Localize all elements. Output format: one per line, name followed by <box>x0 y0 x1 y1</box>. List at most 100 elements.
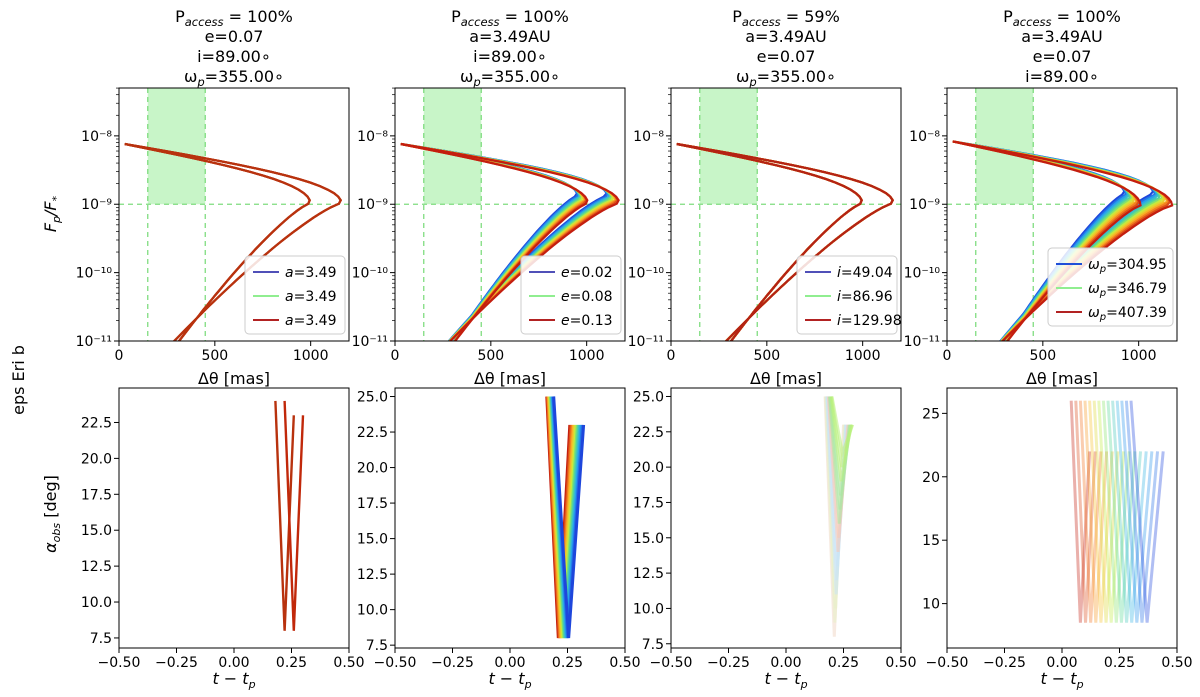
x-tick-label: 1000 <box>569 348 605 364</box>
x-axis-label: Δθ [mas] <box>750 369 822 388</box>
legend-label: e=0.08 <box>561 289 613 305</box>
x-axis-label: t − tp <box>764 669 807 691</box>
panel-1: 0 500 1000 10⁻¹¹ 10⁻¹⁰ 10⁻⁹ 10⁻⁸ Δθ [mas] Pacces… <box>76 7 350 388</box>
y-tick-label: 10⁻¹⁰ <box>904 266 941 282</box>
legend-label: e=0.13 <box>561 313 613 329</box>
x-axis-label: Δθ [mas] <box>474 369 546 388</box>
y-tick-label: 10⁻¹⁰ <box>352 266 389 282</box>
x-tick-label: 0.50 <box>1161 655 1192 671</box>
y-tick-label: 20.0 <box>357 461 388 477</box>
contrast-curve <box>124 142 311 341</box>
phase-angle-curve <box>830 396 855 459</box>
y-tick-label: 10⁻¹¹ <box>76 334 112 350</box>
panel-title-line: a=3.49AU <box>745 27 827 46</box>
panel-title-line: e=0.07 <box>205 27 264 46</box>
legend-label: a=3.49 <box>285 265 337 281</box>
legend-box <box>520 255 622 335</box>
panel-title-line: Paccess = 100% <box>175 7 293 29</box>
phase-angle-curve <box>1092 400 1120 623</box>
panel-4: 0 500 1000 10⁻¹¹ 10⁻¹⁰ 10⁻⁹ 10⁻⁸ Δθ [mas] Pacces… <box>904 7 1178 388</box>
x-tick-label: 500 <box>1029 348 1056 364</box>
phase-angle-curve <box>1115 400 1148 623</box>
legend-label: a=3.49 <box>285 289 337 305</box>
x-tick-label: 0.00 <box>218 655 249 671</box>
panel-7: −0.50 −0.25 0.00 0.25 0.50 7.5 10.0 12.5 15.0 17.… <box>633 387 917 691</box>
panel-title-line: ωp=355.00∘ <box>460 67 560 89</box>
y-tick-label: 25 <box>922 406 940 422</box>
plot-area <box>823 396 855 637</box>
panel-title-line: Paccess = 100% <box>451 7 569 29</box>
y-tick-label: 10⁻¹¹ <box>352 334 388 350</box>
legend: a=3.49 a=3.49 a=3.49 <box>244 255 346 335</box>
phase-angle-curve <box>1129 400 1165 623</box>
y-tick-label: 15.0 <box>633 531 664 547</box>
y-tick-label: 15 <box>922 533 940 549</box>
x-tick-label: 0.00 <box>494 655 525 671</box>
y-tick-label: 10⁻⁹ <box>909 197 940 213</box>
x-tick-label: −0.25 <box>983 655 1026 671</box>
y-tick-label: 7.5 <box>90 631 112 647</box>
legend-box <box>1047 247 1174 327</box>
phase-angle-curve <box>1083 400 1109 623</box>
y-tick-label: 22.5 <box>357 425 388 441</box>
y-tick-label: 22.5 <box>81 415 112 431</box>
row-label: eps Eri b <box>9 345 28 415</box>
x-tick-label: 1000 <box>1121 348 1157 364</box>
legend-label: e=0.02 <box>561 265 613 281</box>
panel-6: −0.50 −0.25 0.00 0.25 0.50 7.5 10.0 12.5 15.0 17.… <box>357 387 641 691</box>
x-tick-label: 0 <box>391 348 400 364</box>
panel-title-line: i=89.00∘ <box>473 47 547 66</box>
y-tick-label: 10⁻¹⁰ <box>76 266 113 282</box>
phase-angle-curve <box>274 400 295 631</box>
y-tick-label: 20.0 <box>633 460 664 476</box>
x-tick-label: 1000 <box>845 348 881 364</box>
panel-title-line: i=89.00∘ <box>1025 67 1099 86</box>
phase-angle-curve <box>1097 400 1126 623</box>
x-tick-label: 500 <box>477 348 504 364</box>
y-tick-label: 10⁻⁸ <box>81 129 112 145</box>
x-tick-label: 1000 <box>293 348 329 364</box>
x-tick-label: 0.25 <box>276 655 307 671</box>
plot-area <box>274 400 305 631</box>
legend-box <box>244 255 346 335</box>
legend: i=49.04 i=86.96 i=129.98 <box>796 255 902 335</box>
axes-frame <box>394 387 626 649</box>
x-tick-label: 500 <box>201 348 228 364</box>
x-axis-label: t − tp <box>212 669 255 691</box>
panel-title-line: a=3.49AU <box>1021 27 1103 46</box>
y-tick-label: 10⁻¹¹ <box>904 334 940 350</box>
y-tick-label: 10⁻¹¹ <box>628 334 664 350</box>
y-tick-label: 10⁻⁸ <box>357 129 388 145</box>
y-tick-label: 10⁻⁸ <box>909 129 940 145</box>
legend: e=0.02 e=0.08 e=0.13 <box>520 255 622 335</box>
panel-2: 0 500 1000 10⁻¹¹ 10⁻¹⁰ 10⁻⁹ 10⁻⁸ Δθ [mas] Pacces… <box>352 7 626 388</box>
panel-3: 0 500 1000 10⁻¹¹ 10⁻¹⁰ 10⁻⁹ 10⁻⁸ Δθ [mas] Pacces… <box>628 7 902 388</box>
y-tick-label: 10⁻¹⁰ <box>628 266 665 282</box>
y-tick-label: 10⁻⁹ <box>357 197 388 213</box>
x-tick-label: 0.00 <box>770 655 801 671</box>
panel-title-line: e=0.07 <box>757 47 816 66</box>
phase-angle-curve <box>1078 400 1103 623</box>
y-tick-label: 25.0 <box>357 390 388 406</box>
plot-area <box>545 396 586 639</box>
y-tick-label: 12.5 <box>357 567 388 583</box>
y-tick-label: 10.0 <box>633 601 664 617</box>
x-axis-label: Δθ [mas] <box>198 369 270 388</box>
top-ylabel: Fp/F* <box>41 195 63 232</box>
panel-5: −0.50 −0.25 0.00 0.25 0.50 7.5 10.0 12.5 15.0 17.… <box>81 387 365 691</box>
phase-angle-curve <box>552 396 586 639</box>
phase-angle-curve <box>1111 400 1143 623</box>
panel-title-line: ωp=355.00∘ <box>184 67 284 89</box>
phase-angle-curve <box>283 400 305 631</box>
x-tick-label: −0.50 <box>650 655 693 671</box>
x-tick-label: −0.50 <box>926 655 969 671</box>
y-tick-label: 22.5 <box>633 425 664 441</box>
phase-angle-curve <box>1074 400 1097 623</box>
row-label-group: eps Eri b <box>9 345 28 415</box>
phase-angle-curve <box>1106 400 1137 623</box>
x-axis-label: Δθ [mas] <box>1026 369 1098 388</box>
contrast-curve <box>676 142 863 341</box>
y-tick-label: 10⁻⁹ <box>633 197 664 213</box>
panels: 0 500 1000 10⁻¹¹ 10⁻¹⁰ 10⁻⁹ 10⁻⁸ Δθ [mas] Pacces… <box>76 7 1193 691</box>
y-tick-label: 10⁻⁹ <box>81 197 112 213</box>
